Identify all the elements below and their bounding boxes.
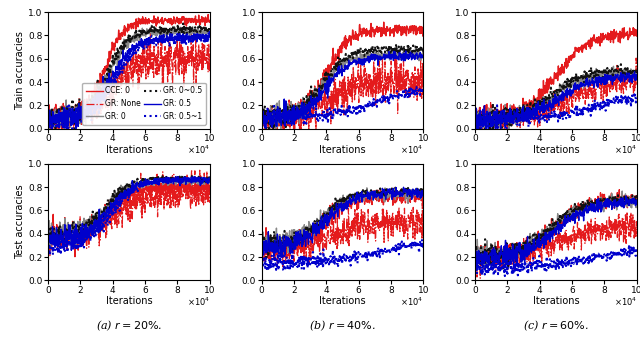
Text: $\times10^4$: $\times10^4$ — [400, 144, 423, 156]
Text: $\times10^4$: $\times10^4$ — [614, 144, 637, 156]
Text: $\times10^4$: $\times10^4$ — [614, 295, 637, 308]
X-axis label: Iterations: Iterations — [319, 296, 365, 306]
Text: (c) $r = 60\%$.: (c) $r = 60\%$. — [523, 319, 589, 333]
Text: $\times10^4$: $\times10^4$ — [187, 144, 210, 156]
X-axis label: Iterations: Iterations — [532, 144, 579, 155]
X-axis label: Iterations: Iterations — [106, 296, 152, 306]
Y-axis label: Train accuracies: Train accuracies — [15, 31, 26, 110]
Text: (a) $r = 20\%$.: (a) $r = 20\%$. — [96, 319, 162, 333]
Text: $\times10^4$: $\times10^4$ — [187, 295, 210, 308]
Legend: CCE: 0, GR: None, GR: 0, GR: 0~0.5, GR: 0.5, GR: 0.5~1: CCE: 0, GR: None, GR: 0, GR: 0~0.5, GR: … — [82, 83, 206, 125]
X-axis label: Iterations: Iterations — [532, 296, 579, 306]
Text: $\times10^4$: $\times10^4$ — [400, 295, 423, 308]
X-axis label: Iterations: Iterations — [106, 144, 152, 155]
X-axis label: Iterations: Iterations — [319, 144, 365, 155]
Text: (b) $r = 40\%$.: (b) $r = 40\%$. — [309, 319, 376, 333]
Y-axis label: Test accuracies: Test accuracies — [15, 185, 26, 259]
